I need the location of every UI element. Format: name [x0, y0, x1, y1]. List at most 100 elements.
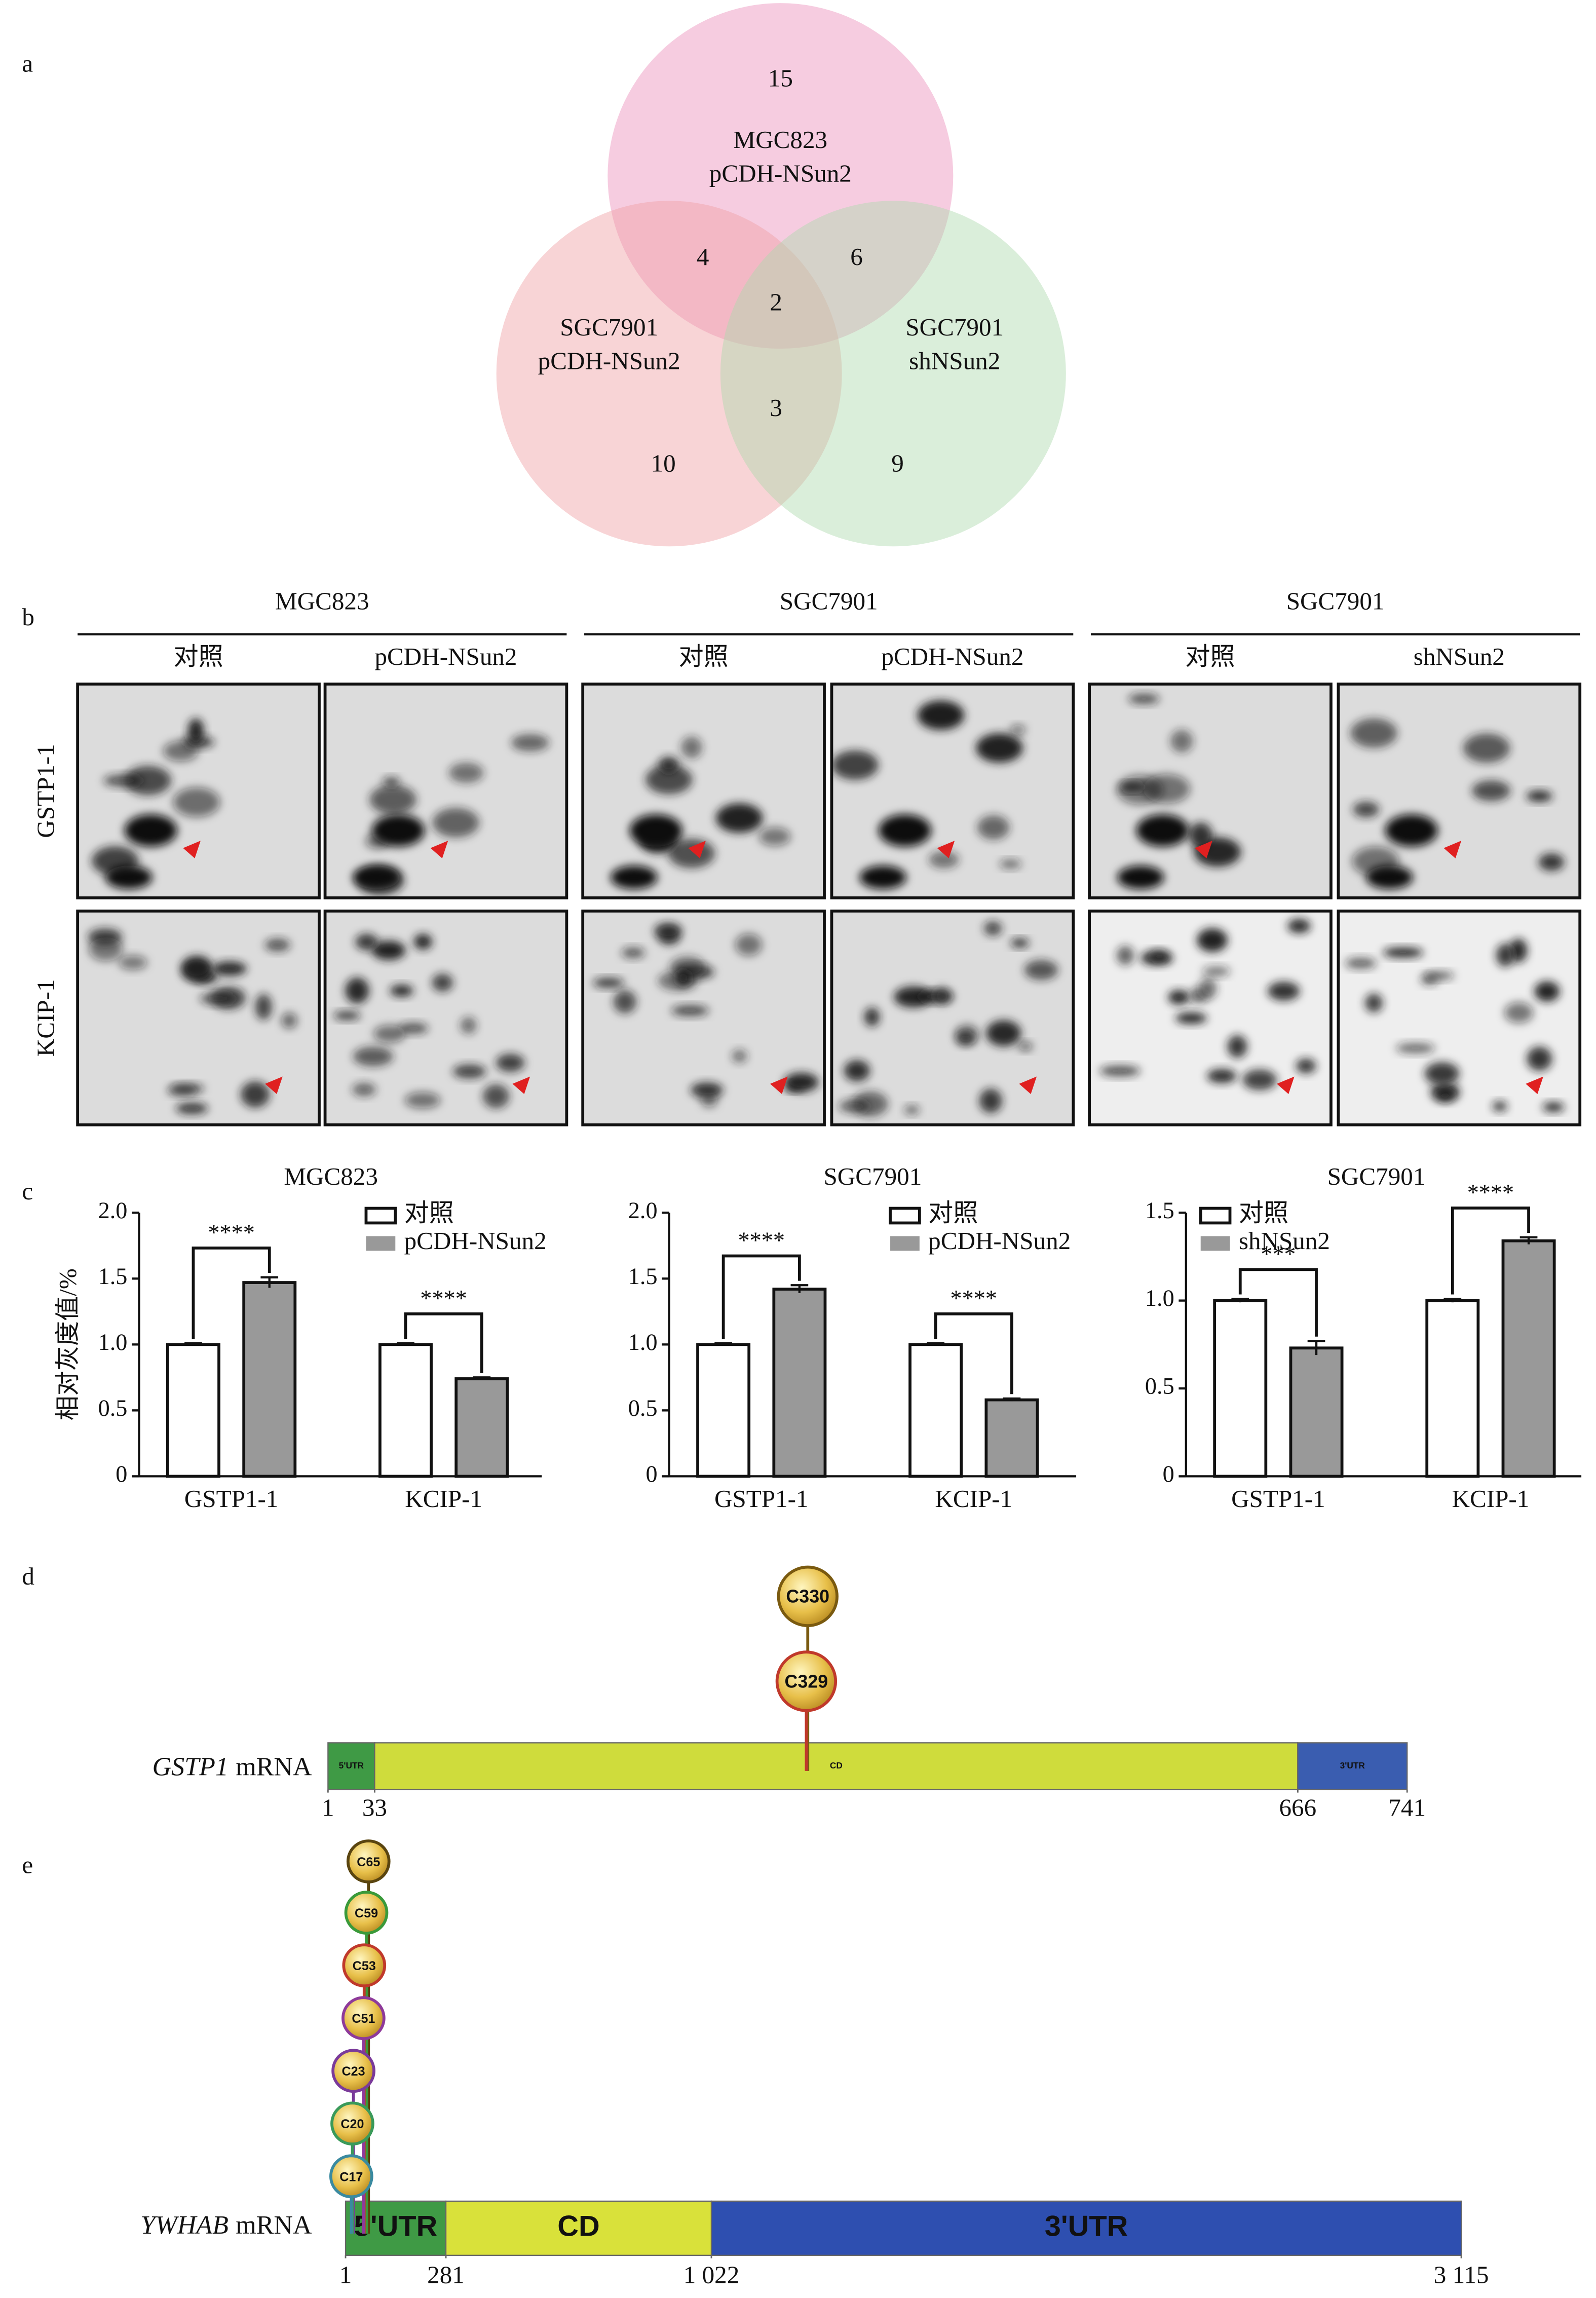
label: pCDH-NSun2 — [709, 159, 852, 187]
site-marker — [777, 1565, 839, 1628]
gel-spot — [1345, 958, 1377, 969]
gel-spot — [1117, 946, 1134, 965]
label: GSTP1-1 — [714, 1485, 809, 1513]
gel-frame — [323, 683, 568, 899]
gel-spot — [89, 937, 123, 961]
gel-frame — [581, 683, 826, 899]
gel-spot — [432, 973, 453, 992]
gel-spot — [1207, 1069, 1237, 1083]
gel-spot — [119, 955, 147, 970]
label: 15 — [768, 64, 793, 92]
gel-spot — [432, 808, 479, 838]
gel-spot — [1168, 990, 1190, 1005]
bar — [1501, 1239, 1556, 1478]
gel-spot — [864, 1007, 880, 1027]
label: 1 — [339, 2261, 352, 2288]
label: 对照 — [678, 643, 728, 670]
gel-frame — [76, 910, 321, 1126]
label: **** — [738, 1227, 785, 1253]
gel-frame — [1088, 910, 1333, 1126]
label: 3 — [770, 394, 782, 422]
gel-spot — [611, 865, 658, 889]
gel-spot — [1024, 960, 1058, 980]
gel-spot — [372, 814, 425, 847]
gel-spot — [352, 1083, 376, 1097]
label: pCDH-NSun2 — [928, 1227, 1071, 1255]
gel-spot — [105, 865, 153, 889]
gel-spot — [784, 1073, 819, 1092]
gel-spot — [482, 1084, 510, 1109]
gel-spot — [1199, 977, 1217, 999]
label: a — [22, 50, 33, 78]
label: C53 — [353, 1959, 376, 1973]
error-bar — [1231, 1297, 1249, 1303]
label: shNSun2 — [909, 347, 1000, 374]
mrna-segment — [374, 1742, 1299, 1790]
gel-spot — [452, 1065, 486, 1078]
gel-spot — [1366, 865, 1413, 889]
gel-spot — [904, 1105, 920, 1115]
gel-spot — [369, 785, 416, 814]
label: 0.5 — [628, 1395, 658, 1421]
bar — [984, 1398, 1039, 1478]
label: pCDH-NSun2 — [538, 347, 680, 374]
label: 6 — [850, 243, 863, 271]
label: 2 — [770, 288, 782, 316]
gel-spot — [1383, 947, 1424, 958]
gel-spot — [448, 763, 484, 783]
label: 对照 — [1185, 643, 1235, 670]
gel-spot — [759, 827, 791, 846]
bar — [696, 1343, 751, 1478]
label: 对照 — [404, 1199, 454, 1227]
label: pCDH-NSun2 — [404, 1227, 547, 1255]
label: SGC7901 — [824, 1162, 922, 1190]
sig-bracket — [1238, 1268, 1318, 1337]
gel-spot — [187, 719, 204, 744]
gel-spot — [1120, 782, 1146, 792]
gel-image — [583, 911, 825, 1125]
gel-image — [325, 684, 567, 898]
gel-spot — [676, 969, 691, 987]
site-marker — [331, 2049, 375, 2093]
label: shNSun2 — [1414, 643, 1505, 670]
label: GSTP1-1 — [1231, 1485, 1325, 1513]
gel-frame — [581, 910, 826, 1126]
gel-image — [1089, 911, 1331, 1125]
gel-spot — [371, 940, 406, 960]
label: 1.0 — [1145, 1285, 1174, 1311]
gel-spot — [1242, 1069, 1277, 1090]
gel-spot — [715, 803, 763, 833]
label: GSTP1-1 — [184, 1485, 279, 1513]
gel-spot — [1099, 1065, 1141, 1077]
gel-spot — [976, 733, 1023, 763]
gel-spot — [1202, 966, 1230, 976]
label: KCIP-1 — [935, 1485, 1012, 1513]
gel-spot — [1350, 718, 1397, 748]
label: CD — [830, 1760, 843, 1770]
site-marker — [344, 1891, 389, 1935]
arrowhead — [770, 1076, 788, 1095]
gel-spot — [1396, 1043, 1435, 1053]
gel-bg — [325, 684, 567, 898]
gel-spot — [173, 787, 220, 817]
label: C23 — [342, 2064, 365, 2079]
gel-frame — [1337, 910, 1582, 1126]
gel-spot — [732, 1049, 747, 1063]
gel-spot — [1538, 853, 1565, 871]
error-bar — [397, 1342, 414, 1346]
gel-spot — [999, 859, 1021, 869]
label: SGC7901 — [905, 313, 1004, 341]
gel-spot — [200, 993, 237, 1005]
label: 741 — [1388, 1794, 1426, 1822]
gel-spot — [671, 1005, 709, 1016]
gel-frame — [830, 683, 1075, 899]
label: *** — [1261, 1241, 1296, 1267]
mrna-segment — [445, 2200, 712, 2256]
gel-spot — [839, 1100, 870, 1113]
gel-spot — [1424, 1062, 1460, 1085]
mrna-segment — [1297, 1742, 1408, 1790]
label: C329 — [785, 1671, 828, 1691]
gel-spot — [383, 777, 400, 787]
gel-spot — [1526, 790, 1552, 802]
